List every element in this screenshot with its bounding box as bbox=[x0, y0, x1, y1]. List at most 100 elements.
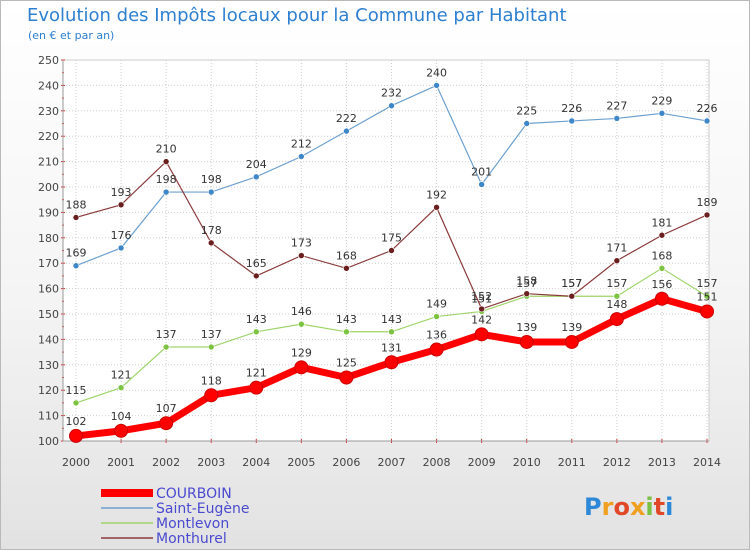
data-point-courboin bbox=[564, 334, 579, 349]
data-point-saint-eug-ne bbox=[117, 244, 125, 252]
data-point-courboin bbox=[249, 380, 264, 395]
y-tick-label: 230 bbox=[38, 105, 59, 118]
data-label-courboin: 125 bbox=[336, 357, 357, 370]
data-label-saint-eug-ne: 198 bbox=[201, 173, 222, 186]
x-tick-label: 2011 bbox=[558, 456, 586, 469]
data-label-courboin: 156 bbox=[651, 278, 672, 291]
data-point-monthurel bbox=[207, 239, 215, 247]
chart-title: Evolution des Impôts locaux pour la Comm… bbox=[27, 5, 567, 26]
data-point-montlevon bbox=[658, 264, 666, 272]
data-label-monthurel: 178 bbox=[201, 224, 222, 237]
data-point-montlevon bbox=[252, 328, 260, 336]
data-label-courboin: 118 bbox=[201, 374, 222, 387]
data-point-courboin bbox=[609, 312, 624, 327]
y-tick-label: 160 bbox=[38, 283, 59, 296]
data-point-saint-eug-ne bbox=[478, 181, 485, 188]
data-point-courboin bbox=[474, 327, 489, 342]
x-tick-label: 2012 bbox=[603, 456, 631, 469]
x-tick-label: 2003 bbox=[197, 456, 225, 469]
logo-letter: P bbox=[584, 493, 602, 521]
y-tick-label: 170 bbox=[38, 257, 59, 270]
data-point-montlevon bbox=[433, 313, 440, 320]
data-label-courboin: 139 bbox=[516, 321, 537, 334]
y-tick-label: 220 bbox=[38, 130, 59, 143]
x-tick-label: 2007 bbox=[378, 456, 406, 469]
x-tick-label: 2000 bbox=[62, 456, 90, 469]
data-label-montlevon: 137 bbox=[201, 328, 222, 341]
data-label-montlevon: 157 bbox=[697, 277, 718, 290]
data-label-saint-eug-ne: 227 bbox=[606, 99, 627, 112]
logo-letter: o bbox=[613, 493, 630, 521]
data-label-montlevon: 151 bbox=[471, 292, 492, 305]
data-point-saint-eug-ne bbox=[298, 153, 305, 160]
x-tick-label: 2006 bbox=[332, 456, 360, 469]
data-label-saint-eug-ne: 232 bbox=[381, 87, 402, 100]
data-label-courboin: 102 bbox=[66, 415, 87, 428]
data-label-courboin: 151 bbox=[697, 290, 718, 303]
data-point-saint-eug-ne bbox=[162, 188, 170, 196]
data-point-monthurel bbox=[343, 264, 350, 272]
x-tick-label: 2002 bbox=[152, 456, 180, 469]
data-point-monthurel bbox=[72, 214, 80, 221]
data-point-saint-eug-ne bbox=[433, 82, 440, 89]
data-point-montlevon bbox=[388, 328, 395, 336]
data-label-saint-eug-ne: 198 bbox=[156, 173, 177, 186]
data-label-saint-eug-ne: 226 bbox=[561, 102, 582, 115]
data-label-monthurel: 173 bbox=[291, 237, 312, 250]
data-label-monthurel: 152 bbox=[471, 290, 492, 303]
data-point-courboin bbox=[294, 360, 309, 375]
y-tick-label: 190 bbox=[38, 206, 59, 219]
data-label-monthurel: 193 bbox=[111, 186, 132, 199]
data-label-monthurel: 189 bbox=[697, 196, 718, 209]
logo-letter: i bbox=[645, 493, 654, 521]
data-label-courboin: 107 bbox=[156, 402, 177, 415]
logo-letter: r bbox=[601, 493, 614, 521]
data-point-monthurel bbox=[388, 247, 395, 254]
data-label-montlevon: 149 bbox=[426, 298, 447, 311]
data-point-courboin bbox=[519, 334, 534, 349]
x-tick-label: 2005 bbox=[287, 456, 315, 469]
data-label-montlevon: 143 bbox=[246, 313, 267, 326]
y-tick-label: 140 bbox=[38, 333, 59, 346]
data-label-saint-eug-ne: 222 bbox=[336, 112, 357, 125]
data-label-courboin: 129 bbox=[291, 346, 312, 359]
data-point-monthurel bbox=[658, 231, 666, 239]
data-label-saint-eug-ne: 229 bbox=[651, 94, 672, 107]
data-point-monthurel bbox=[523, 290, 531, 297]
data-label-montlevon: 137 bbox=[156, 328, 177, 341]
data-point-monthurel bbox=[162, 158, 170, 165]
data-point-monthurel bbox=[478, 305, 485, 313]
data-label-courboin: 136 bbox=[426, 329, 447, 342]
data-label-montlevon: 168 bbox=[651, 249, 672, 262]
legend-label-monthurel: Monthurel bbox=[156, 531, 227, 547]
data-label-monthurel: 171 bbox=[606, 242, 627, 255]
data-point-montlevon bbox=[343, 328, 350, 336]
data-point-monthurel bbox=[703, 211, 711, 219]
data-point-courboin bbox=[654, 291, 669, 306]
data-point-courboin bbox=[700, 304, 714, 319]
data-label-montlevon: 157 bbox=[606, 277, 627, 290]
x-tick-label: 2001 bbox=[107, 456, 135, 469]
data-label-saint-eug-ne: 240 bbox=[426, 66, 447, 79]
logo-letter: i bbox=[665, 493, 674, 521]
data-label-saint-eug-ne: 201 bbox=[471, 165, 492, 178]
data-label-monthurel: 158 bbox=[516, 275, 537, 288]
data-label-monthurel: 210 bbox=[156, 143, 177, 156]
data-label-saint-eug-ne: 212 bbox=[291, 138, 312, 151]
y-tick-label: 150 bbox=[38, 308, 59, 321]
data-label-monthurel: 188 bbox=[66, 198, 87, 211]
data-point-monthurel bbox=[433, 204, 440, 211]
data-point-montlevon bbox=[207, 343, 215, 351]
data-point-montlevon bbox=[162, 343, 170, 351]
data-point-saint-eug-ne bbox=[343, 127, 350, 135]
proxiti-logo: Proxiti bbox=[584, 493, 673, 521]
data-point-courboin bbox=[339, 370, 354, 385]
y-tick-label: 240 bbox=[38, 79, 59, 92]
data-point-saint-eug-ne bbox=[72, 262, 80, 270]
y-tick-label: 130 bbox=[38, 359, 59, 372]
y-tick-label: 210 bbox=[38, 156, 59, 169]
data-label-monthurel: 181 bbox=[651, 216, 672, 229]
plot-area bbox=[62, 59, 710, 442]
data-label-montlevon: 143 bbox=[336, 313, 357, 326]
